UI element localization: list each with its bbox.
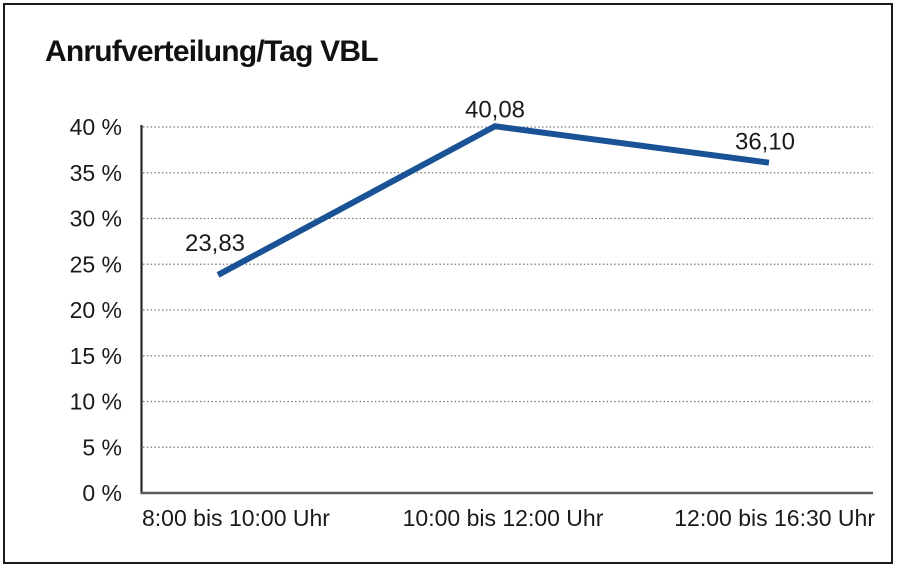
y-tick-label: 25 % xyxy=(70,251,122,277)
y-tick-label: 30 % xyxy=(70,206,122,232)
x-category-label: 10:00 bis 12:00 Uhr xyxy=(403,505,604,531)
x-category-label: 8:00 bis 10:00 Uhr xyxy=(142,505,330,531)
point-value-label: 23,83 xyxy=(185,230,245,257)
y-tick-label: 35 % xyxy=(70,160,122,186)
y-tick-label: 15 % xyxy=(70,343,122,369)
x-category-label: 12:00 bis 16:30 Uhr xyxy=(674,505,875,531)
y-tick-label: 20 % xyxy=(70,297,122,323)
y-tick-label: 0 % xyxy=(82,480,122,506)
point-value-label: 40,08 xyxy=(465,96,525,123)
point-value-label: 36,10 xyxy=(735,129,795,156)
y-tick-label: 40 % xyxy=(70,114,122,140)
data-line xyxy=(216,123,770,278)
y-tick-label: 5 % xyxy=(82,434,122,460)
chart-frame: Anrufverteilung/Tag VBL xyxy=(3,3,893,564)
y-tick-label: 10 % xyxy=(70,389,122,415)
chart-title: Anrufverteilung/Tag VBL xyxy=(45,35,379,68)
